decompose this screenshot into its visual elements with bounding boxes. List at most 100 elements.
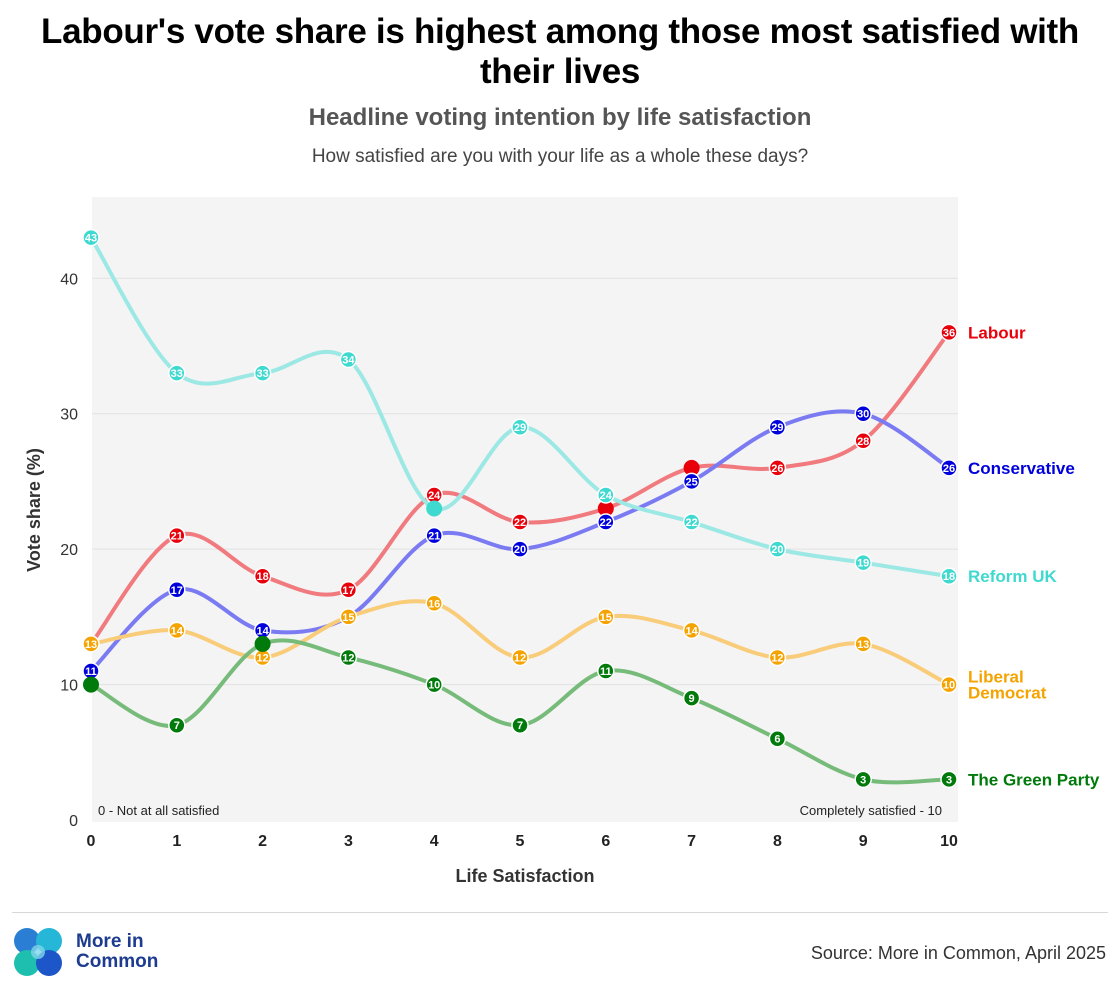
point-label-labour-3: 17 [342, 585, 354, 597]
plot-area [92, 197, 958, 822]
x-tick-10: 10 [940, 833, 958, 850]
point-labour-10 [940, 323, 958, 342]
point-label-the-green-party-4: 10 [428, 680, 440, 692]
point-liberal-democrat-4 [425, 594, 443, 613]
point-conservative-1 [168, 581, 186, 599]
point-reform-uk-6 [597, 486, 615, 504]
x-tick-3: 3 [344, 833, 353, 850]
point-labour-9 [854, 432, 872, 450]
point-label-conservative-8: 29 [771, 422, 783, 434]
point-label-conservative-5: 20 [514, 544, 526, 556]
point-label-reform-uk-7: 22 [685, 517, 697, 529]
point-reform-uk-3 [339, 350, 358, 369]
x-tick-4: 4 [430, 833, 439, 850]
point-label-labour-1: 21 [171, 531, 183, 543]
x-tick-7: 7 [687, 833, 696, 850]
legend-label-liberal-democrat: Liberal Democrat [968, 668, 1047, 703]
point-label-reform-uk-1: 33 [171, 368, 183, 380]
point-label-reform-uk-8: 20 [771, 544, 783, 556]
point-label-conservative-1: 17 [171, 585, 183, 597]
point-label-reform-uk-5: 29 [514, 422, 526, 434]
point-the-green-party-10 [940, 770, 958, 789]
point-conservative-8 [768, 418, 787, 436]
point-conservative-5 [511, 540, 529, 558]
point-conservative-10 [940, 459, 958, 477]
point-label-liberal-democrat-10: 10 [943, 680, 955, 692]
point-the-green-party-5 [511, 716, 529, 734]
legend-label-the-green-party: The Green Party [968, 770, 1100, 789]
y-tick-30: 30 [60, 407, 78, 424]
point-the-green-party-8 [768, 729, 787, 748]
point-reform-uk-0 [82, 228, 100, 247]
logo-line-2: Common [76, 951, 159, 972]
x-axis-label: Life Satisfaction [455, 866, 594, 886]
x-tick-6: 6 [601, 833, 610, 850]
x-tick-9: 9 [859, 833, 868, 850]
point-the-green-party-1 [168, 716, 186, 734]
point-reform-uk-7 [682, 513, 701, 531]
point-conservative-6 [597, 513, 615, 531]
logo-line-1: More in [76, 931, 144, 952]
point-liberal-democrat-7 [682, 621, 701, 640]
point-conservative-4 [425, 526, 443, 545]
point-label-liberal-democrat-8: 12 [771, 652, 783, 664]
point-reform-uk-4 [426, 500, 443, 517]
legend-label-labour: Labour [968, 323, 1026, 342]
point-label-reform-uk-3: 34 [342, 355, 355, 367]
point-label-labour-8: 26 [771, 463, 783, 475]
point-reform-uk-1 [168, 364, 186, 382]
point-label-liberal-democrat-9: 13 [857, 639, 869, 651]
point-reform-uk-10 [940, 567, 958, 585]
y-tick-0: 0 [69, 813, 78, 830]
point-label-reform-uk-10: 18 [943, 571, 955, 583]
annotation-left: 0 - Not at all satisfied [98, 803, 219, 818]
x-tick-8: 8 [773, 833, 782, 850]
point-label-liberal-democrat-0: 13 [85, 639, 97, 651]
point-label-conservative-2: 14 [256, 625, 269, 637]
point-labour-1 [168, 526, 186, 545]
point-liberal-democrat-6 [597, 608, 615, 626]
point-the-green-party-9 [854, 770, 872, 789]
point-label-labour-4: 24 [428, 490, 441, 502]
point-label-labour-2: 18 [256, 571, 268, 583]
point-label-conservative-9: 30 [857, 409, 869, 421]
point-label-conservative-7: 25 [685, 476, 697, 488]
point-label-the-green-party-6: 11 [600, 666, 612, 678]
x-tick-1: 1 [172, 833, 181, 850]
series-end-labels: Labour Conservative Reform UK Liberal Democr… [968, 323, 1100, 789]
point-conservative-7 [682, 472, 701, 491]
point-label-liberal-democrat-6: 15 [600, 612, 612, 624]
point-labour-5 [511, 513, 529, 531]
point-label-the-green-party-3: 12 [342, 652, 354, 664]
point-the-green-party-4 [425, 675, 443, 694]
point-label-liberal-democrat-4: 16 [428, 598, 440, 610]
point-label-labour-5: 22 [514, 517, 526, 529]
legend-label-reform-uk: Reform UK [968, 567, 1058, 586]
point-label-the-green-party-1: 7 [174, 720, 180, 732]
point-liberal-democrat-3 [339, 608, 358, 626]
point-label-liberal-democrat-3: 15 [342, 612, 354, 624]
more-in-common-logo-icon [14, 928, 62, 976]
point-label-labour-9: 28 [857, 436, 869, 448]
point-labour-2 [253, 567, 272, 585]
point-reform-uk-8 [768, 540, 787, 558]
point-labour-3 [339, 581, 358, 599]
point-label-reform-uk-0: 43 [85, 233, 97, 245]
point-the-green-party-0 [83, 676, 99, 693]
y-tick-20: 20 [60, 542, 78, 559]
series-points: 1321181724222628361117142120222529302643… [82, 228, 958, 789]
point-label-liberal-democrat-1: 14 [171, 625, 184, 637]
point-label-reform-uk-6: 24 [600, 490, 613, 502]
footer-divider [12, 912, 1108, 913]
point-label-reform-uk-2: 33 [256, 368, 268, 380]
point-label-liberal-democrat-5: 12 [514, 652, 526, 664]
x-tick-0: 0 [87, 833, 96, 850]
point-liberal-democrat-9 [854, 635, 872, 653]
point-label-the-green-party-7: 9 [689, 693, 695, 705]
point-the-green-party-6 [597, 662, 615, 680]
point-label-the-green-party-8: 6 [774, 734, 780, 746]
point-label-liberal-democrat-2: 12 [256, 652, 268, 664]
point-conservative-9 [854, 404, 872, 423]
point-liberal-democrat-8 [768, 648, 787, 667]
